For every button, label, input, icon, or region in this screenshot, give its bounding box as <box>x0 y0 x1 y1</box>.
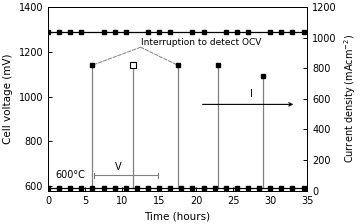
Text: I: I <box>250 89 253 99</box>
X-axis label: Time (hours): Time (hours) <box>144 211 211 221</box>
Text: V: V <box>115 162 122 172</box>
Y-axis label: Current density (mAcm$^{-2}$): Current density (mAcm$^{-2}$) <box>342 34 358 163</box>
Text: Interruption to detect OCV: Interruption to detect OCV <box>140 38 261 47</box>
Y-axis label: Cell voltage (mV): Cell voltage (mV) <box>3 54 13 144</box>
Text: 600°C: 600°C <box>55 170 85 180</box>
